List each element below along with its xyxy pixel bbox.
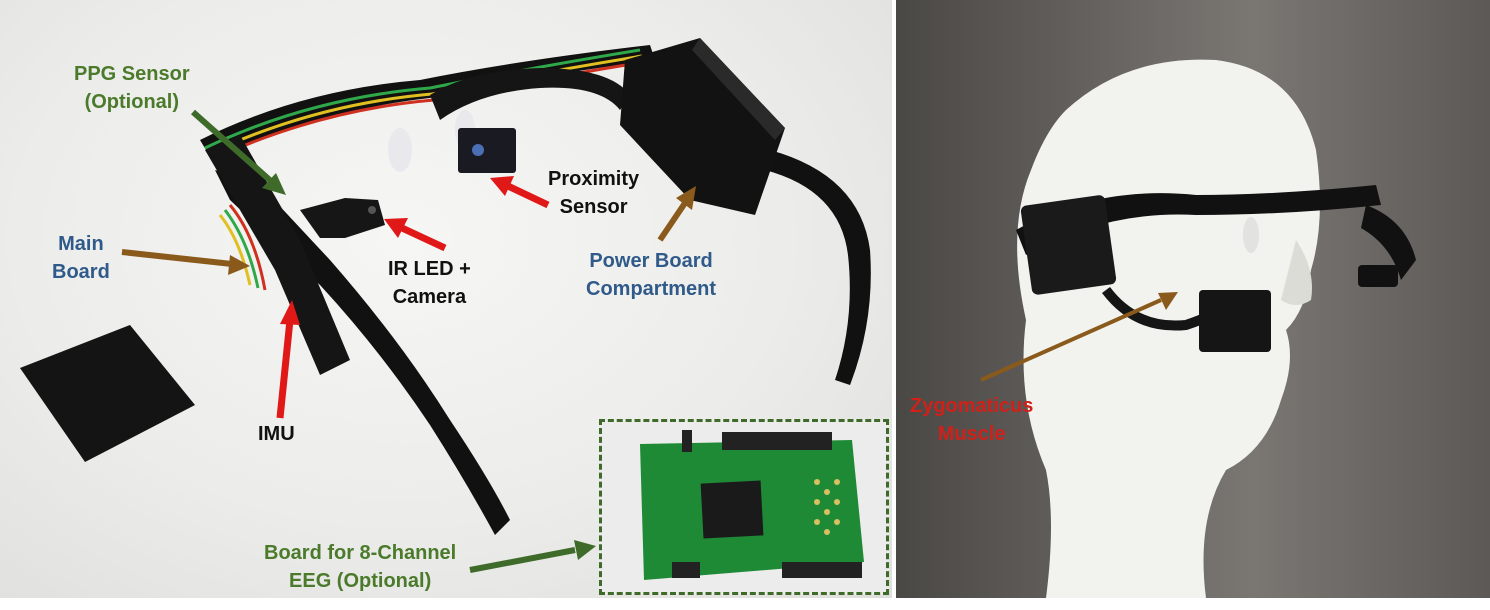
power-board-label: Power Board Compartment (586, 250, 717, 300)
ppg-sensor-label: PPG Sensor (Optional) (74, 63, 190, 113)
ir-led-camera-label: IR LED + Camera (388, 258, 471, 308)
imu-label: IMU (258, 423, 295, 445)
zygomaticus-label: Zygomaticus Muscle (910, 395, 1034, 445)
proximity-sensor-board (458, 128, 516, 173)
eeg-board-label: Board for 8-Channel EEG (Optional) (264, 542, 457, 592)
mannequin-illustration (980, 59, 1416, 598)
mannequin-photo-panel: Zygomaticus Muscle (896, 0, 1490, 598)
electrode-pad (20, 325, 195, 462)
eeg-pcb-illustration (640, 430, 864, 580)
eeg-board-inset (599, 419, 889, 595)
camera-module (300, 198, 385, 238)
glasses-photo-panel: PPG Sensor (Optional) Main Board IMU IR … (0, 0, 892, 598)
proximity-sensor-label: Proximity Sensor (548, 168, 640, 218)
main-board-housing (205, 135, 350, 375)
zygomaticus-sensor (1199, 290, 1271, 352)
power-board-box (620, 38, 785, 215)
glasses-illustration (20, 38, 871, 573)
main-board-label: Main Board (52, 233, 110, 283)
